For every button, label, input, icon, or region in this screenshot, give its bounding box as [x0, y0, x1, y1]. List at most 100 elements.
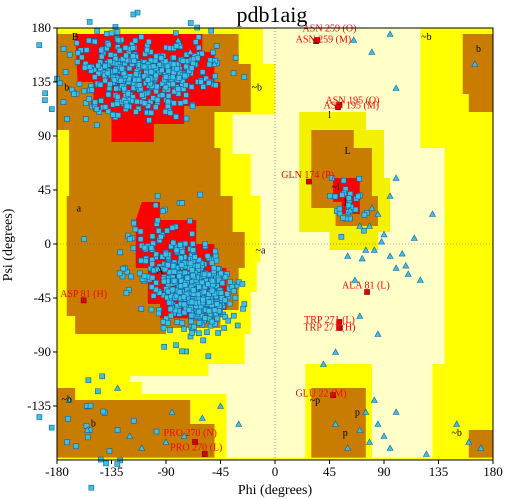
residue-point	[209, 278, 216, 284]
residue-point	[327, 193, 333, 199]
residue-point	[112, 67, 119, 74]
residue-point	[189, 231, 195, 237]
residue-point	[149, 233, 156, 240]
residue-point	[164, 63, 171, 70]
residue-point	[199, 50, 205, 57]
glycine-point	[386, 30, 394, 37]
residue-point	[159, 67, 165, 74]
outlier-label: ASN 195 (O)	[326, 96, 380, 107]
residue-point	[97, 81, 104, 88]
outlier-points	[80, 37, 370, 457]
residue-point	[160, 325, 167, 332]
residue-point	[102, 63, 108, 70]
region-label: ~b	[252, 82, 262, 93]
residue-point	[102, 104, 109, 110]
residue-point	[139, 92, 145, 98]
x-tick-label: -45	[212, 464, 229, 479]
residue-point	[60, 45, 67, 52]
residue-point	[106, 81, 113, 88]
residue-point	[65, 415, 71, 422]
residue-point	[213, 301, 220, 307]
residue-point	[162, 84, 169, 91]
residue-point	[179, 249, 186, 255]
glycine-point	[83, 426, 91, 433]
y-tick-label: 180	[32, 20, 52, 35]
residue-point	[345, 202, 352, 209]
residue-point	[115, 37, 122, 43]
residue-point	[85, 377, 92, 384]
residue-point	[81, 88, 88, 95]
residue-point	[171, 268, 178, 275]
residue-point	[162, 74, 169, 80]
residue-point	[146, 38, 152, 45]
residue-point	[120, 56, 126, 62]
outlier-point	[364, 289, 370, 295]
region-label: ~b	[61, 394, 71, 405]
residue-point	[206, 299, 212, 306]
outlier-label: ASN 259 (M)	[296, 34, 352, 45]
residue-point	[103, 460, 109, 467]
residue-point	[221, 325, 227, 331]
outlier-point	[192, 439, 198, 445]
residue-point	[130, 45, 137, 51]
residue-point	[133, 71, 139, 77]
residue-point	[81, 236, 87, 242]
residue-point	[222, 297, 228, 304]
residue-point	[183, 115, 190, 122]
region-label: p	[343, 428, 348, 439]
residue-point	[180, 294, 187, 300]
outlier-label: ALA 81 (L)	[342, 280, 390, 291]
residue-point	[137, 228, 144, 235]
residue-point	[64, 439, 70, 446]
zero-lines	[57, 28, 493, 460]
residue-point	[206, 291, 212, 297]
residue-point	[159, 208, 166, 214]
residue-point	[181, 301, 188, 308]
glycine-point	[477, 444, 485, 451]
glycine-point	[378, 237, 386, 245]
residue-point	[195, 34, 202, 41]
region-label: b	[476, 44, 481, 55]
glycine-point	[402, 261, 410, 269]
residue-point	[196, 284, 202, 290]
residue-point	[240, 305, 246, 312]
residue-point	[170, 262, 177, 269]
glycine-point	[350, 36, 358, 43]
residue-point	[95, 62, 101, 69]
residue-point	[144, 47, 150, 54]
residue-point	[165, 262, 171, 269]
glycine-point	[392, 84, 400, 91]
residue-point	[153, 251, 159, 258]
residue-point	[103, 31, 110, 37]
residue-point	[117, 77, 124, 84]
residue-point	[112, 24, 119, 30]
residue-point	[200, 296, 206, 303]
residue-point	[187, 260, 194, 267]
residue-point	[110, 112, 116, 118]
residue-point	[188, 299, 195, 306]
residue-point	[121, 85, 127, 92]
residue-point	[182, 82, 189, 88]
glycine-point	[174, 36, 182, 43]
residue-point	[62, 69, 69, 76]
residue-point	[361, 227, 367, 234]
residue-point	[241, 74, 248, 80]
residue-point	[204, 329, 210, 336]
glycine-point	[365, 438, 373, 445]
residue-point	[206, 61, 213, 68]
outlier-point	[336, 325, 342, 331]
residue-point	[120, 265, 127, 272]
residue-point	[107, 52, 114, 58]
region-label: L	[345, 146, 351, 157]
residue-point	[123, 290, 130, 296]
residue-point	[87, 402, 94, 409]
outlier-label: TRP 271 (L)	[304, 315, 355, 326]
residue-point	[205, 353, 212, 360]
residue-point	[130, 417, 137, 424]
residue-point	[83, 47, 90, 53]
glycine-point	[198, 414, 206, 421]
residue-point	[173, 65, 180, 72]
residue-point	[201, 271, 208, 278]
chart-title: pdb1aig	[237, 2, 308, 27]
residue-point	[157, 234, 164, 240]
